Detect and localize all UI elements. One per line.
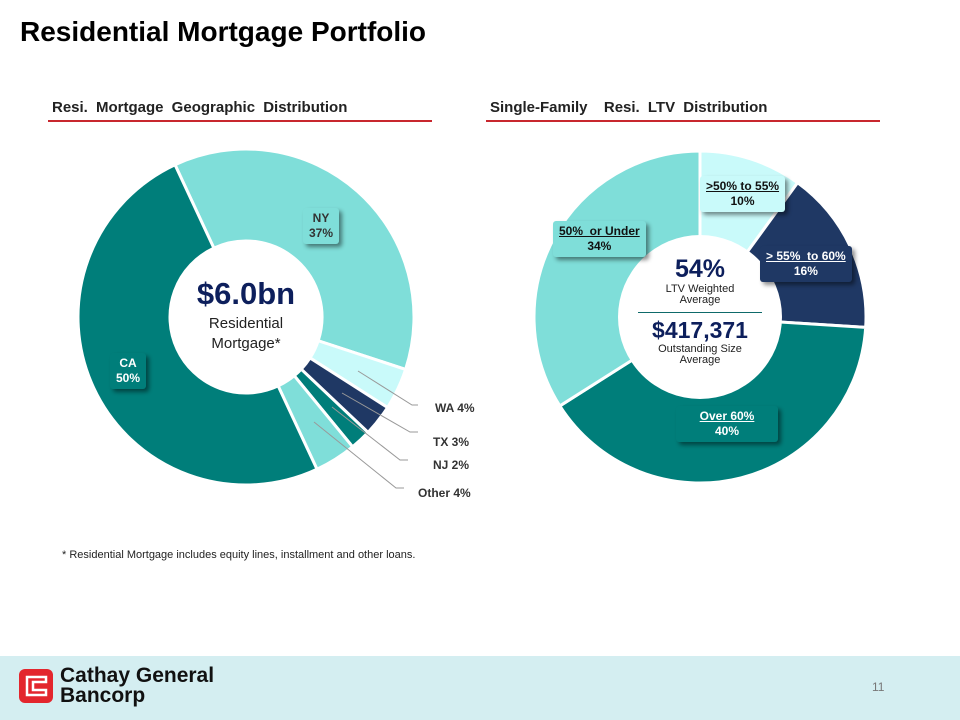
label-wa: WA 4% (435, 401, 475, 415)
logo-text: Cathay General Bancorp (60, 664, 215, 707)
page-number: 11 (872, 680, 885, 694)
chart2-title: Single-Family Resi. LTV Distribution (486, 99, 880, 122)
label-55-60: > 55% to 60% 16% (760, 246, 852, 282)
label-over-60: Over 60% 40% (676, 406, 778, 442)
leader-line-nj (331, 406, 408, 461)
label-50-55: >50% to 55% 10% (700, 176, 786, 212)
center-label: Residential Mortgage* (208, 315, 284, 352)
geo-slice-ca (76, 162, 319, 487)
footnote: * Residential Mortgage includes equity l… (62, 549, 416, 561)
page-title: Residential Mortgage Portfolio (20, 16, 427, 47)
label-tx: TX 3% (433, 435, 470, 449)
pie-center: 54% LTV Weighted Average $417,371 Outsta… (625, 255, 775, 366)
ltv-value: 54% (674, 255, 726, 283)
leader-line-tx (341, 392, 418, 433)
label-nj: NJ 2% (433, 458, 470, 472)
cathay-logo-icon (19, 669, 53, 703)
size-value: $417,371 (652, 317, 748, 343)
leader-line-wa (357, 370, 418, 406)
label-ca: CA 50% (110, 353, 147, 389)
leader-line-other (313, 421, 404, 489)
label-under-50: 50% or Under 34% (553, 221, 646, 257)
ltv-center-hole (618, 235, 782, 399)
chart1-title: Resi. Mortgage Geographic Distribution (48, 99, 432, 122)
footer-bar: Cathay General Bancorp 11 (0, 656, 960, 720)
label-ny: NY 37% (303, 208, 340, 244)
divider (638, 312, 762, 313)
center-value: $6.0bn (196, 276, 296, 311)
label-other: Other 4% (418, 486, 471, 500)
donut-center: $6.0bn Residential Mortgage* (176, 276, 316, 354)
size-label: Outstanding Size Average (658, 343, 742, 366)
geo-slice-ny (173, 147, 416, 372)
ltv-label: LTV Weighted Average (665, 283, 735, 306)
